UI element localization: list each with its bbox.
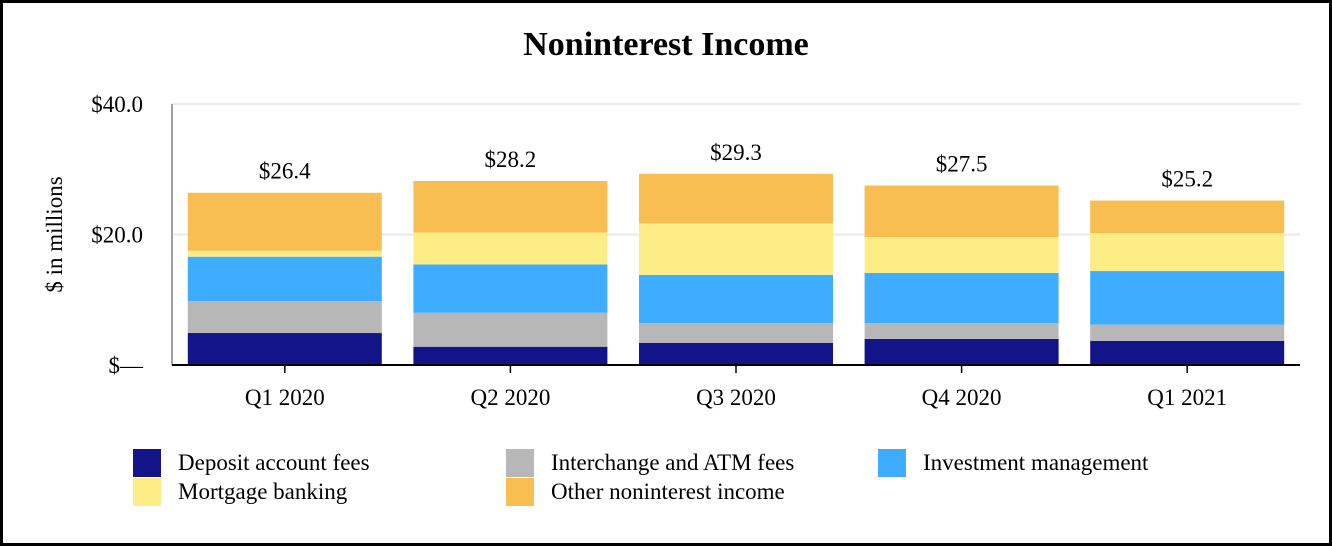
bar-segment-deposit-account-fees xyxy=(639,342,833,365)
legend-swatch xyxy=(133,477,161,506)
legend-swatch xyxy=(878,448,906,477)
bar-total-label: $28.2 xyxy=(485,147,537,172)
bar-segment-mortgage-banking xyxy=(1090,233,1285,272)
bar-segment-mortgage-banking xyxy=(864,237,1059,273)
bar-segment-investment-management xyxy=(413,264,608,313)
bar-segment-other-noninterest-income xyxy=(639,173,833,224)
bar-segment-other-noninterest-income xyxy=(187,192,382,251)
legend-swatch xyxy=(133,448,161,477)
bar-total-label: $27.5 xyxy=(936,152,988,177)
bar-total-label: $29.3 xyxy=(710,140,762,165)
bar-segment-mortgage-banking xyxy=(187,250,382,257)
bar-total-label: $26.4 xyxy=(259,159,311,184)
y-tick-label: $40.0 xyxy=(91,92,143,117)
legend-label: Deposit account fees xyxy=(178,449,370,475)
x-tick-label: Q1 2021 xyxy=(1147,385,1227,410)
bar-segment-investment-management xyxy=(1090,271,1285,325)
bar-segment-interchange-and-atm-fees xyxy=(864,323,1059,339)
bar-segment-deposit-account-fees xyxy=(864,338,1059,365)
x-tick-label: Q4 2020 xyxy=(922,385,1002,410)
bar-segment-investment-management xyxy=(864,272,1059,324)
y-tick-label: $20.0 xyxy=(91,223,143,248)
chart-title: Noninterest Income xyxy=(523,26,809,63)
bar-segment-interchange-and-atm-fees xyxy=(413,312,608,347)
y-axis-label: $ in millions xyxy=(42,176,67,292)
legend-swatch xyxy=(506,477,534,506)
bar-segment-interchange-and-atm-fees xyxy=(1090,324,1285,341)
bar-segment-interchange-and-atm-fees xyxy=(639,323,833,343)
legend-label: Mortgage banking xyxy=(178,478,348,504)
bar-segment-mortgage-banking xyxy=(639,223,833,275)
x-tick-label: Q3 2020 xyxy=(696,385,776,410)
bar-segment-deposit-account-fees xyxy=(413,346,608,365)
bar-total-label: $25.2 xyxy=(1161,167,1213,192)
bar-segment-deposit-account-fees xyxy=(1090,340,1285,365)
legend-label: Investment management xyxy=(923,449,1149,475)
bar-segment-investment-management xyxy=(639,274,833,324)
bar-segment-other-noninterest-income xyxy=(413,180,608,233)
bar-segment-deposit-account-fees xyxy=(187,333,382,365)
legend-item: Interchange and ATM fees xyxy=(506,448,878,477)
legend-item: Mortgage banking xyxy=(133,477,506,506)
legend-item: Investment management xyxy=(878,448,1278,477)
legend-item: Deposit account fees xyxy=(133,448,506,477)
legend-label: Interchange and ATM fees xyxy=(551,449,795,475)
bar-segment-mortgage-banking xyxy=(413,232,608,265)
legend-item: Other noninterest income xyxy=(506,477,878,506)
x-tick-label: Q2 2020 xyxy=(470,385,550,410)
legend-label: Other noninterest income xyxy=(551,478,785,504)
legend-swatch xyxy=(506,448,534,477)
bar-segment-interchange-and-atm-fees xyxy=(187,301,382,334)
chart-legend: Deposit account fees Interchange and ATM … xyxy=(133,448,1283,512)
bar-segment-other-noninterest-income xyxy=(1090,200,1285,234)
y-tick-label: $— xyxy=(109,353,145,378)
x-tick-label: Q1 2020 xyxy=(245,385,325,410)
bar-segment-other-noninterest-income xyxy=(864,185,1059,238)
bar-segment-investment-management xyxy=(187,256,382,302)
